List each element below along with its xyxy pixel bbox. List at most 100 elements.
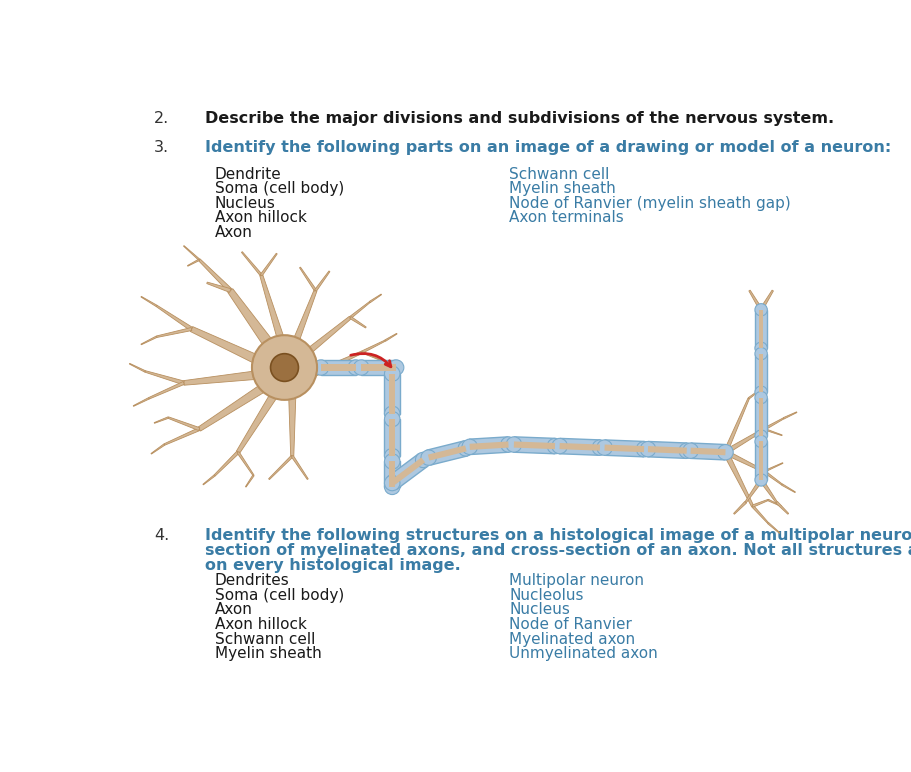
Polygon shape	[198, 385, 263, 431]
Text: Schwann cell: Schwann cell	[508, 167, 609, 181]
Text: Describe the major divisions and subdivisions of the nervous system.: Describe the major divisions and subdivi…	[205, 111, 834, 126]
Text: Unmyelinated axon: Unmyelinated axon	[508, 646, 657, 662]
Polygon shape	[748, 290, 762, 310]
Polygon shape	[349, 302, 370, 318]
Text: Axon hillock: Axon hillock	[214, 617, 306, 632]
Text: Schwann cell: Schwann cell	[214, 631, 315, 647]
Ellipse shape	[421, 450, 436, 466]
Polygon shape	[758, 310, 763, 348]
Polygon shape	[183, 245, 200, 260]
Ellipse shape	[384, 411, 400, 427]
Polygon shape	[289, 398, 295, 456]
Polygon shape	[604, 445, 643, 452]
Polygon shape	[387, 454, 427, 489]
Polygon shape	[384, 419, 400, 456]
Polygon shape	[752, 499, 767, 507]
Polygon shape	[384, 334, 396, 341]
Polygon shape	[361, 340, 385, 353]
Text: Axon: Axon	[214, 602, 252, 618]
Ellipse shape	[388, 360, 404, 375]
Polygon shape	[369, 294, 381, 303]
Polygon shape	[148, 381, 184, 399]
Polygon shape	[647, 446, 686, 454]
Ellipse shape	[754, 303, 766, 316]
Polygon shape	[269, 455, 292, 479]
Polygon shape	[732, 502, 745, 514]
Text: Axon: Axon	[214, 225, 252, 240]
Text: Soma (cell body): Soma (cell body)	[214, 587, 343, 603]
Polygon shape	[722, 451, 752, 506]
Polygon shape	[426, 441, 467, 465]
Ellipse shape	[754, 435, 766, 448]
Ellipse shape	[457, 441, 473, 456]
Ellipse shape	[312, 360, 328, 375]
Polygon shape	[129, 364, 145, 372]
Polygon shape	[362, 351, 384, 362]
Polygon shape	[723, 398, 749, 453]
Circle shape	[271, 354, 298, 381]
Polygon shape	[349, 317, 366, 328]
Polygon shape	[647, 442, 686, 459]
Polygon shape	[723, 428, 764, 454]
Polygon shape	[723, 450, 764, 472]
Ellipse shape	[717, 445, 732, 460]
Polygon shape	[758, 398, 763, 436]
Polygon shape	[384, 374, 400, 414]
Ellipse shape	[500, 437, 516, 452]
Polygon shape	[759, 290, 773, 310]
Ellipse shape	[754, 391, 766, 404]
Polygon shape	[754, 310, 766, 348]
Polygon shape	[214, 451, 239, 476]
Ellipse shape	[754, 342, 766, 354]
Polygon shape	[361, 364, 395, 371]
Ellipse shape	[348, 360, 363, 375]
Ellipse shape	[384, 366, 400, 381]
Polygon shape	[314, 271, 330, 291]
Polygon shape	[513, 442, 555, 449]
Polygon shape	[241, 252, 261, 276]
Polygon shape	[321, 360, 355, 375]
Text: Myelinated axon: Myelinated axon	[508, 631, 635, 647]
Polygon shape	[310, 351, 362, 378]
Ellipse shape	[678, 443, 693, 459]
Polygon shape	[188, 259, 200, 266]
Text: section of myelinated axons, and cross-section of an axon. Not all structures ar: section of myelinated axons, and cross-s…	[205, 543, 911, 558]
Polygon shape	[145, 371, 184, 384]
Polygon shape	[744, 479, 762, 503]
Text: Axon hillock: Axon hillock	[214, 211, 306, 225]
Text: Axon terminals: Axon terminals	[508, 211, 623, 225]
Ellipse shape	[754, 474, 766, 486]
Polygon shape	[321, 364, 355, 371]
Ellipse shape	[640, 442, 655, 457]
Ellipse shape	[384, 454, 400, 469]
Text: 2.: 2.	[154, 111, 169, 126]
Ellipse shape	[462, 439, 477, 455]
Polygon shape	[558, 443, 599, 451]
Polygon shape	[389, 419, 394, 456]
Polygon shape	[690, 448, 725, 455]
Polygon shape	[245, 475, 254, 487]
Text: Nucleus: Nucleus	[214, 196, 275, 211]
Polygon shape	[141, 336, 157, 345]
Polygon shape	[763, 471, 782, 485]
Polygon shape	[747, 387, 763, 399]
Polygon shape	[236, 394, 276, 453]
Polygon shape	[754, 442, 766, 480]
Circle shape	[251, 335, 317, 400]
Polygon shape	[775, 502, 788, 514]
Ellipse shape	[384, 449, 400, 464]
Text: Node of Ranvier: Node of Ranvier	[508, 617, 631, 632]
Polygon shape	[202, 475, 215, 485]
Text: Nucleus: Nucleus	[508, 602, 569, 618]
Text: Soma (cell body): Soma (cell body)	[214, 181, 343, 196]
Polygon shape	[299, 267, 316, 291]
Polygon shape	[767, 523, 779, 533]
Polygon shape	[754, 398, 766, 436]
Text: 3.: 3.	[154, 141, 169, 155]
Ellipse shape	[551, 438, 567, 454]
Text: Identify the following structures on a histological image of a multipolar neuron: Identify the following structures on a h…	[205, 528, 911, 543]
Polygon shape	[168, 417, 200, 431]
Text: Node of Ranvier (myelin sheath gap): Node of Ranvier (myelin sheath gap)	[508, 196, 790, 211]
Text: Myelin sheath: Myelin sheath	[508, 181, 615, 196]
Polygon shape	[783, 411, 796, 419]
